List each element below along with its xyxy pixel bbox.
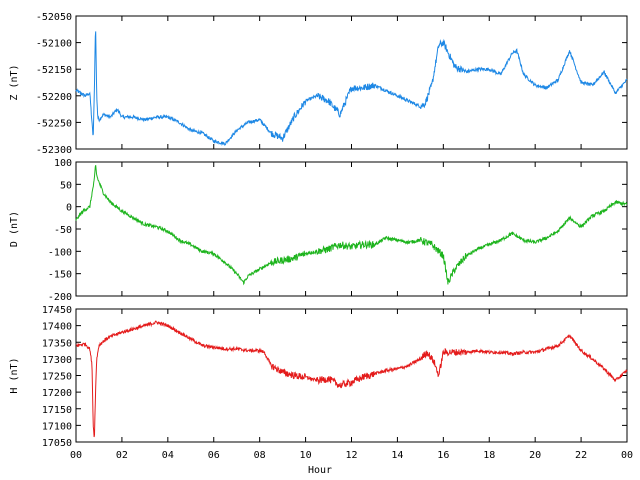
h-ytick-label: 17450 bbox=[42, 305, 72, 316]
h-ytick-label: 17400 bbox=[42, 322, 72, 333]
z-ylabel: Z (nT) bbox=[9, 64, 20, 100]
z-plot-frame bbox=[75, 15, 628, 150]
xtick-label: 08 bbox=[254, 450, 266, 461]
xtick-label: 04 bbox=[162, 450, 174, 461]
h-ytick-label: 17250 bbox=[42, 372, 72, 383]
d-series-line bbox=[75, 165, 628, 286]
xtick-label: 10 bbox=[300, 450, 312, 461]
h-component-panel: 17050 17100 17150 17200 17250 17300 17350 17400… bbox=[9, 305, 628, 449]
x-axis: 00 02 04 06 08 10 12 14 16 18 20 22 00 bbox=[70, 450, 633, 461]
xtick-label: 00 bbox=[70, 450, 82, 461]
xtick-label: 14 bbox=[391, 450, 403, 461]
x-axis-label: Hour bbox=[308, 465, 332, 476]
d-ytick-label: -150 bbox=[48, 270, 72, 281]
z-ytick-label: -52250 bbox=[36, 118, 72, 129]
h-plot-frame bbox=[75, 308, 628, 443]
z-ytick-label: -52300 bbox=[36, 145, 72, 156]
h-ytick-label: 17100 bbox=[42, 421, 72, 432]
h-ytick-label: 17150 bbox=[42, 405, 72, 416]
d-ytick-label: 100 bbox=[54, 158, 72, 169]
d-ytick-label: -50 bbox=[54, 225, 72, 236]
xtick-label: 12 bbox=[345, 450, 357, 461]
xtick-label: 16 bbox=[437, 450, 449, 461]
xtick-label: 22 bbox=[575, 450, 587, 461]
h-ylabel: H (nT) bbox=[9, 357, 20, 393]
h-ytick-label: 17350 bbox=[42, 338, 72, 349]
d-ytick-label: 0 bbox=[66, 203, 72, 214]
xtick-label: 00 bbox=[621, 450, 633, 461]
z-ytick-label: -52150 bbox=[36, 65, 72, 76]
h-series-line bbox=[75, 320, 628, 438]
d-component-panel: -200 -150 -100 -50 0 50 100 D (nT) bbox=[9, 158, 628, 303]
d-ytick-label: 50 bbox=[60, 180, 72, 191]
z-series-line bbox=[75, 31, 628, 147]
xtick-label: 18 bbox=[483, 450, 495, 461]
z-ytick-label: -52050 bbox=[36, 12, 72, 23]
d-ylabel: D (nT) bbox=[9, 211, 20, 247]
xtick-label: 20 bbox=[529, 450, 541, 461]
h-ytick-label: 17050 bbox=[42, 438, 72, 449]
d-ytick-label: -200 bbox=[48, 292, 72, 303]
xtick-label: 06 bbox=[208, 450, 220, 461]
h-ytick-label: 17200 bbox=[42, 388, 72, 399]
z-ytick-label: -52100 bbox=[36, 39, 72, 50]
h-ytick-label: 17300 bbox=[42, 355, 72, 366]
xtick-label: 02 bbox=[116, 450, 128, 461]
z-ytick-label: -52200 bbox=[36, 92, 72, 103]
d-ytick-label: -100 bbox=[48, 247, 72, 258]
z-component-panel: -52300 -52250 -52200 -52150 -52100 -52050 Z (n… bbox=[9, 12, 628, 156]
